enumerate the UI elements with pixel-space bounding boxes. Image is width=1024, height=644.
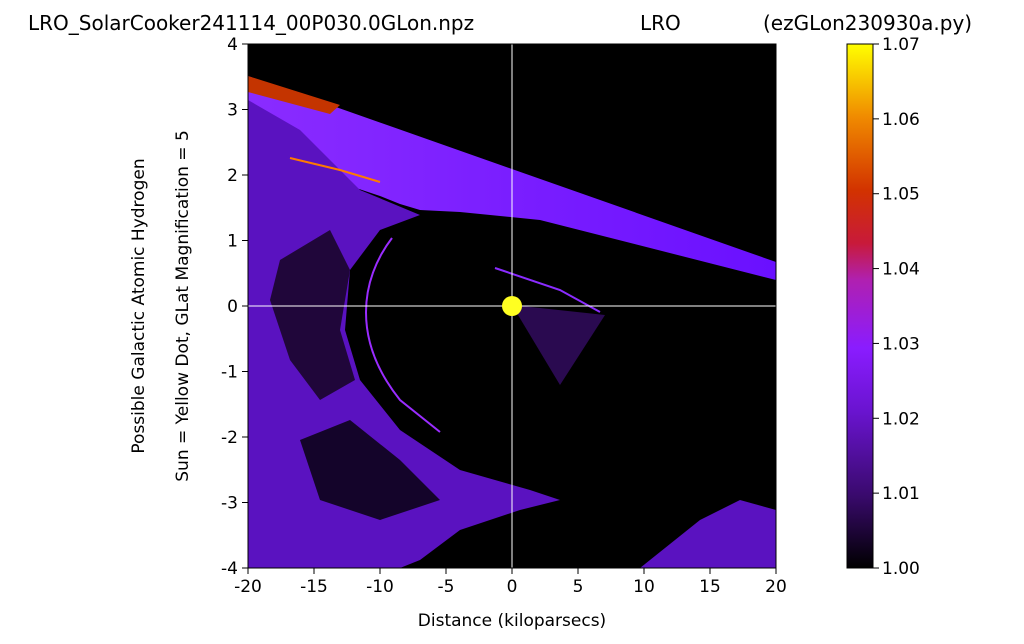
heatmap-upper-red-edge — [248, 76, 340, 114]
colorbar-tick-label: 1.02 — [882, 409, 920, 429]
x-axis-label: Distance (kiloparsecs) — [418, 611, 606, 631]
chart-title-right: (ezGLon230930a.py) — [763, 11, 972, 35]
x-tick-label: -10 — [366, 577, 394, 597]
y-tick-label: 3 — [227, 101, 238, 121]
y-tick-label: -1 — [221, 363, 238, 383]
chart-title-center: LRO — [640, 11, 681, 35]
y-tick-label: 1 — [227, 232, 238, 252]
heatmap-inner-arc — [365, 237, 441, 433]
chart-title-left: LRO_SolarCooker241114_00P030.0GLon.npz — [28, 11, 474, 35]
y-tick-label: 4 — [227, 35, 238, 55]
x-tick-label: -20 — [234, 577, 262, 597]
x-tick-label: -5 — [438, 577, 455, 597]
x-tick-label: 0 — [507, 577, 518, 597]
x-tick-label: 10 — [633, 577, 655, 597]
heatmap-sun-lines — [494, 267, 601, 313]
x-tick-label: -15 — [300, 577, 328, 597]
colorbar — [846, 43, 874, 569]
x-tick-label: 15 — [699, 577, 721, 597]
y-tick-label: -3 — [221, 494, 238, 514]
y-tick-label: -4 — [221, 559, 238, 579]
y-axis: 4 3 2 1 0 -1 -2 -3 -4 — [221, 35, 248, 579]
heatmap-lower-dark — [300, 420, 440, 520]
heatmap-lower-right-purple — [640, 500, 776, 568]
colorbar-tick-label: 1.07 — [882, 35, 920, 55]
x-tick-label: 20 — [765, 577, 787, 597]
heatmap-orange-streak — [289, 157, 381, 183]
x-tick-label: 5 — [573, 577, 584, 597]
y-tick-label: 0 — [227, 297, 238, 317]
colorbar-tick-label: 1.05 — [882, 185, 920, 205]
colorbar-tick-label: 1.01 — [882, 484, 920, 504]
heatmap-left-dark-streaks — [270, 230, 355, 400]
colorbar-tick-label: 1.06 — [882, 110, 920, 130]
y-tick-label: -2 — [221, 428, 238, 448]
sun-marker — [502, 296, 522, 316]
colorbar-tick-label: 1.00 — [882, 559, 920, 579]
y-axis-label-line2: Sun = Yellow Dot, GLat Magnification = 5 — [173, 130, 193, 482]
colorbar-axis: 1.00 1.01 1.02 1.03 1.04 1.05 1.06 1.07 — [873, 35, 920, 579]
colorbar-tick-label: 1.03 — [882, 334, 920, 354]
heatmap-sun-wedge — [512, 305, 605, 385]
colorbar-tick-label: 1.04 — [882, 260, 920, 280]
y-tick-label: 2 — [227, 166, 238, 186]
x-axis: -20 -15 -10 -5 0 5 10 15 20 — [234, 568, 787, 597]
y-axis-label-line1: Possible Galactic Atomic Hydrogen — [129, 158, 149, 453]
